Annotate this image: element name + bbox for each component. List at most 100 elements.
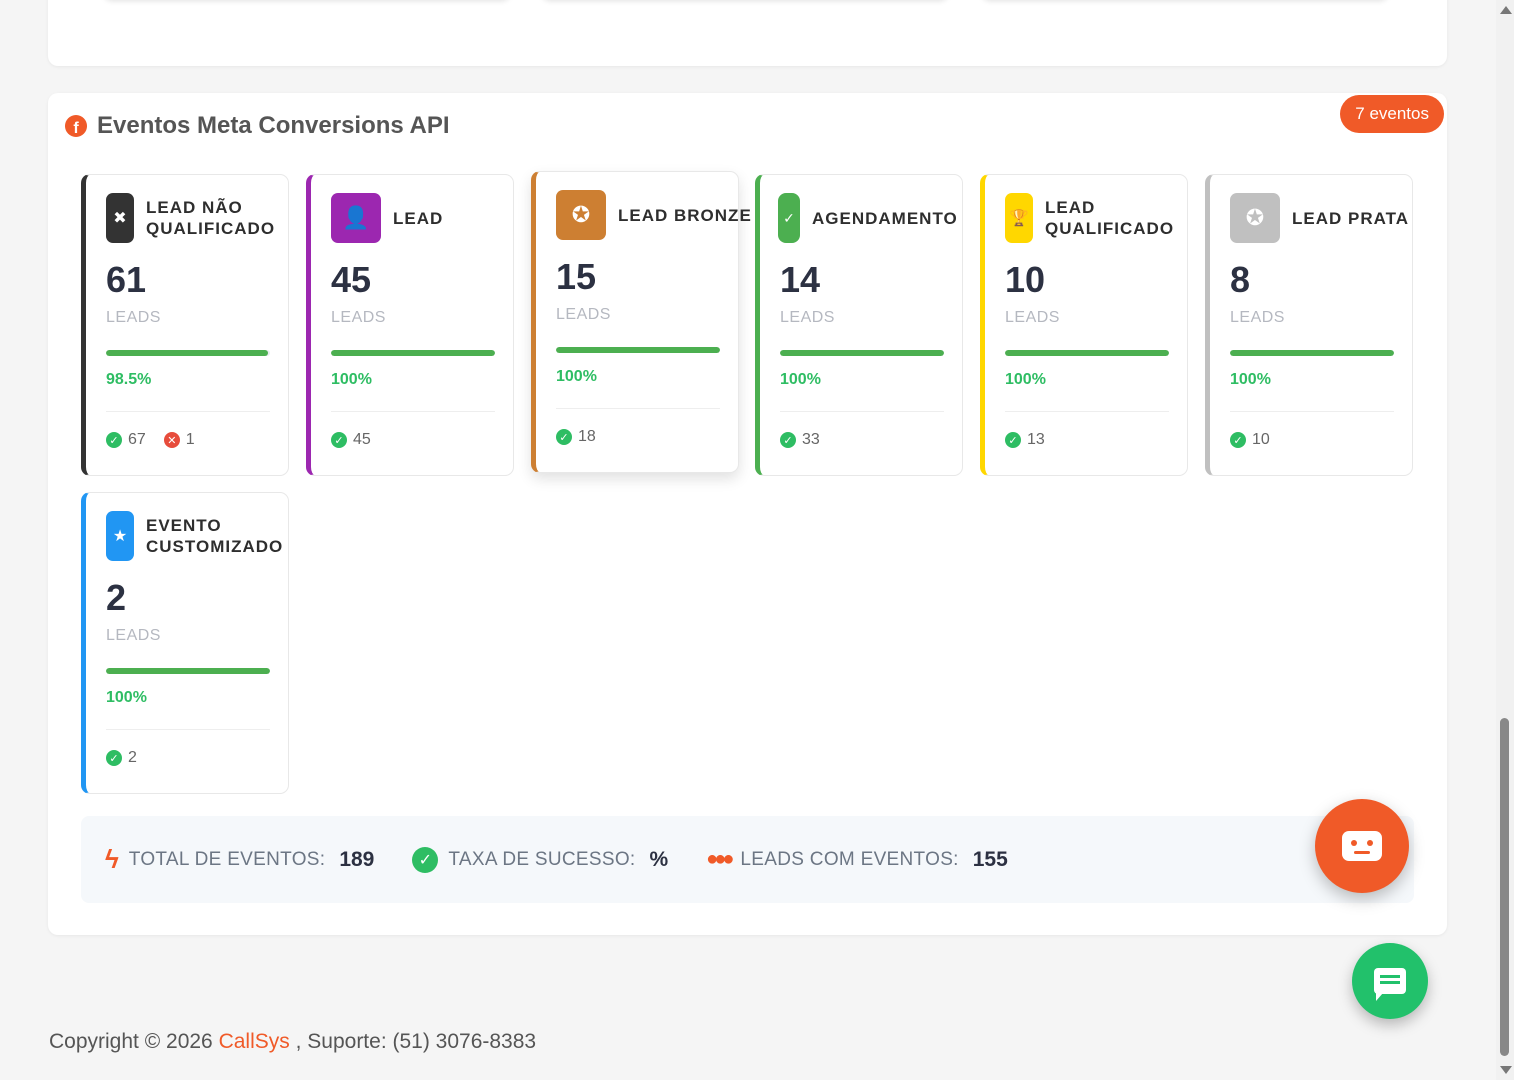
success-progress-bar: [331, 350, 495, 356]
event-value: 10: [1005, 259, 1046, 300]
success-percent: 100%: [106, 689, 147, 706]
success-progress-bar: [556, 347, 720, 353]
footer-brand-link[interactable]: CallSys: [218, 1030, 290, 1053]
success-count: 45: [353, 431, 371, 448]
divider: [780, 411, 944, 412]
divider: [1230, 411, 1394, 412]
check-circle-icon: ✓: [412, 846, 439, 873]
check-circle-icon: ✓: [106, 432, 122, 448]
divider: [106, 729, 270, 730]
event-card-lead[interactable]: 👤 LEAD 45 LEADS 100% ✓ 45: [306, 174, 514, 476]
event-value: 15: [556, 256, 597, 297]
event-value: 14: [780, 259, 821, 300]
event-stats: ✓ 18: [556, 428, 596, 446]
leads-with-events-label: LEADS COM EVENTOS:: [740, 848, 959, 870]
event-card-evento-customizado[interactable]: ★ EVENTO CUSTOMIZADO 2 LEADS 100% ✓ 2: [81, 492, 289, 794]
event-stats: ✓ 10: [1230, 431, 1270, 449]
event-unit: LEADS: [106, 309, 161, 326]
success-progress-bar: [106, 350, 270, 356]
success-rate-value: %: [649, 847, 669, 871]
user-plus-icon: 👤: [331, 193, 381, 243]
previous-section-card: [48, 0, 1447, 66]
success-percent: 100%: [1005, 371, 1046, 388]
success-progress-bar: [1230, 350, 1394, 356]
event-name: AGENDAMENTO: [812, 208, 958, 228]
event-name: LEAD QUALIFICADO: [1045, 198, 1175, 238]
success-count: 10: [1252, 431, 1270, 448]
scroll-thumb[interactable]: [1500, 718, 1509, 1056]
event-card-agendamento[interactable]: ✓ AGENDAMENTO 14 LEADS 100% ✓ 33: [755, 174, 963, 476]
divider: [106, 411, 270, 412]
progress-fill: [331, 350, 495, 356]
progress-fill: [556, 347, 720, 353]
success-count: 33: [802, 431, 820, 448]
event-unit: LEADS: [1005, 309, 1060, 326]
success-rate-label: TAXA DE SUCESSO:: [448, 848, 636, 870]
event-value: 61: [106, 259, 147, 300]
check-circle-icon: ✓: [1230, 432, 1246, 448]
robot-icon: [1342, 831, 1382, 861]
success-percent: 98.5%: [106, 371, 152, 388]
event-unit: LEADS: [556, 306, 611, 323]
calendar-check-icon: ✓: [778, 193, 800, 243]
success-percent: 100%: [556, 368, 597, 385]
divider: [1005, 411, 1169, 412]
error-circle-icon: ✕: [163, 432, 180, 448]
users-icon: ●●●: [706, 848, 734, 870]
total-events-value: 189: [339, 847, 375, 871]
success-count: 2: [128, 749, 137, 766]
scroll-up-arrow[interactable]: [1500, 6, 1512, 14]
page-scrollbar[interactable]: [1496, 0, 1514, 1080]
error-count: 1: [185, 431, 195, 448]
event-stats: ✓ 2: [106, 749, 137, 767]
check-circle-icon: ✓: [780, 432, 796, 448]
event-name: LEAD NÃO QUALIFICADO: [146, 198, 276, 238]
event-count-badge: 7 eventos: [1340, 95, 1444, 133]
event-value: 8: [1230, 259, 1251, 300]
progress-fill: [780, 350, 944, 356]
star-icon: ★: [106, 511, 134, 561]
medal-icon: ✪: [1230, 193, 1280, 243]
event-value: 45: [331, 259, 372, 300]
leads-with-events-value: 155: [972, 847, 1008, 871]
event-name: LEAD BRONZE: [618, 205, 752, 225]
progress-fill: [106, 350, 268, 356]
chat-icon: [1374, 968, 1406, 1001]
success-percent: 100%: [1230, 371, 1271, 388]
event-value: 2: [106, 577, 127, 618]
event-name: EVENTO CUSTOMIZADO: [146, 516, 284, 556]
scroll-down-arrow[interactable]: [1500, 1066, 1512, 1074]
event-card-lead-prata[interactable]: ✪ LEAD PRATA 8 LEADS 100% ✓ 10: [1205, 174, 1413, 476]
success-percent: 100%: [331, 371, 372, 388]
event-card-lead-nao-qualificado[interactable]: ✖ LEAD NÃO QUALIFICADO 61 LEADS 98.5% ✓ 6…: [81, 174, 289, 476]
check-circle-icon: ✓: [1005, 432, 1021, 448]
ai-assistant-button[interactable]: [1315, 799, 1409, 893]
bolt-icon: ϟ: [105, 844, 119, 874]
event-stats: ✓ 13: [1005, 431, 1045, 449]
divider: [331, 411, 495, 412]
times-circle-icon: ✖: [106, 193, 134, 243]
event-card-lead-qualificado[interactable]: 🏆 LEAD QUALIFICADO 10 LEADS 100% ✓ 13: [980, 174, 1188, 476]
trophy-icon: 🏆: [1005, 193, 1033, 243]
award-icon: ✪: [556, 190, 606, 240]
meta-conversions-card: f Eventos Meta Conversions API 7 eventos…: [48, 93, 1447, 935]
divider: [556, 408, 720, 409]
success-percent: 100%: [780, 371, 821, 388]
total-events-label: TOTAL DE EVENTOS:: [128, 848, 326, 870]
success-count: 18: [578, 428, 596, 445]
chat-button[interactable]: [1352, 943, 1428, 1019]
success-progress-bar: [106, 668, 270, 674]
success-progress-bar: [1005, 350, 1169, 356]
check-circle-icon: ✓: [106, 750, 122, 766]
event-stats: ✓ 33: [780, 431, 820, 449]
leads-with-events: ●●● LEADS COM EVENTOS: 155: [706, 848, 1008, 872]
section-title: f Eventos Meta Conversions API: [65, 112, 450, 140]
footer: Copyright © 2026 CallSys , Suporte: (51)…: [49, 1030, 536, 1054]
event-name: LEAD: [393, 208, 444, 228]
event-card-lead-bronze[interactable]: ✪ LEAD BRONZE 15 LEADS 100% ✓ 18: [531, 171, 751, 473]
progress-fill: [106, 668, 270, 674]
check-circle-icon: ✓: [331, 432, 347, 448]
progress-fill: [1230, 350, 1394, 356]
events-summary: ϟ TOTAL DE EVENTOS: 189 ✓ TAXA DE SUCESS…: [81, 816, 1414, 903]
event-unit: LEADS: [1230, 309, 1285, 326]
